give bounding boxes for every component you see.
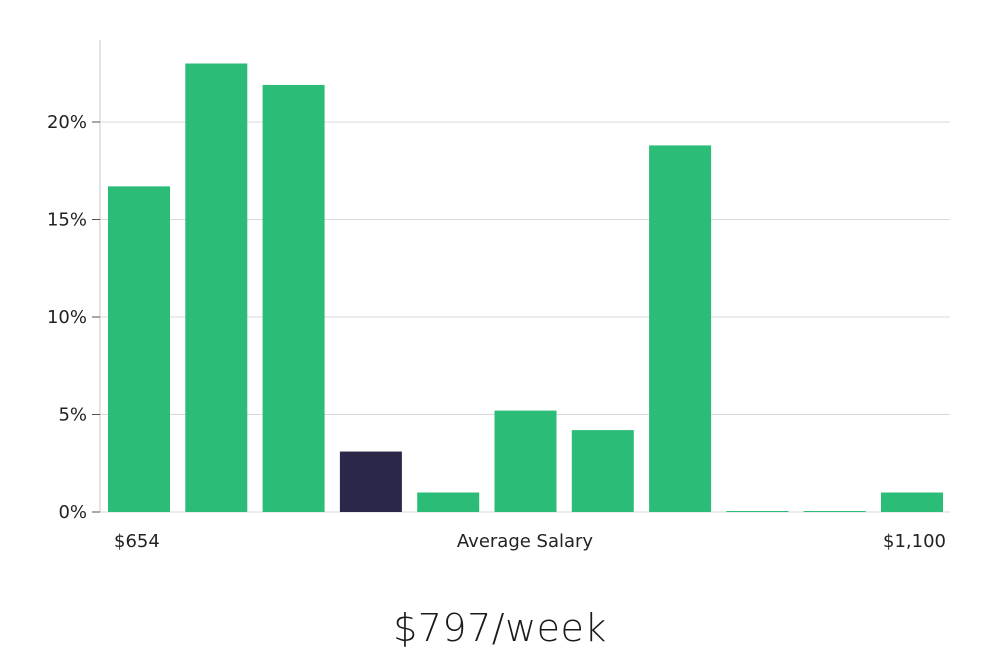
y-axis-ticks: 0% 5% 10% 15% 20% (47, 112, 100, 523)
bar (881, 492, 943, 512)
x-min-label: $654 (114, 531, 160, 552)
y-tick-label: 5% (58, 405, 87, 426)
bar (803, 511, 866, 512)
bar (571, 430, 634, 512)
bar (726, 511, 789, 512)
y-tick-label: 0% (58, 502, 87, 523)
y-tick-label: 15% (47, 210, 87, 231)
bar (185, 63, 248, 512)
y-tick-label: 20% (47, 112, 87, 133)
y-tick-label: 10% (47, 307, 87, 328)
bar (417, 492, 480, 512)
bar (649, 145, 712, 512)
bar (494, 410, 557, 512)
bars (108, 63, 943, 512)
bar (108, 186, 170, 512)
average-salary-headline: $797/week (393, 606, 607, 650)
bar-highlighted (339, 451, 402, 512)
bar (262, 84, 325, 512)
x-max-label: $1,100 (883, 531, 946, 552)
x-axis-title: Average Salary (457, 531, 594, 552)
